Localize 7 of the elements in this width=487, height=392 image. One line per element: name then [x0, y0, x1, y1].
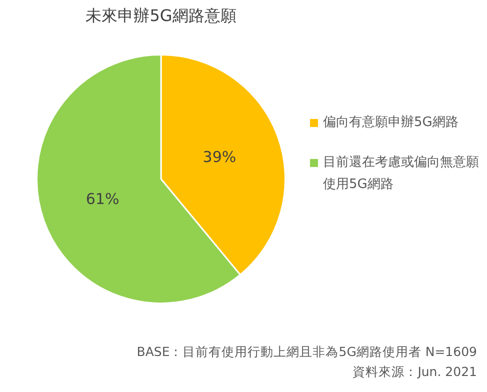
data-label: 39%: [202, 148, 236, 166]
chart-title: 未來申辦5G網路意願: [84, 6, 238, 27]
text: BASE：目前有使用行動上網且非為5G網路使用者 N=1609: [136, 343, 477, 361]
data-label: 61%: [86, 190, 120, 208]
source-note: 資料來源：Jun. 2021: [352, 363, 477, 381]
legend-label: 偏向有意願申辦5G網路: [323, 114, 458, 132]
legend-label: 目前還在考慮或偏向無意願使用5G網路: [323, 154, 480, 194]
